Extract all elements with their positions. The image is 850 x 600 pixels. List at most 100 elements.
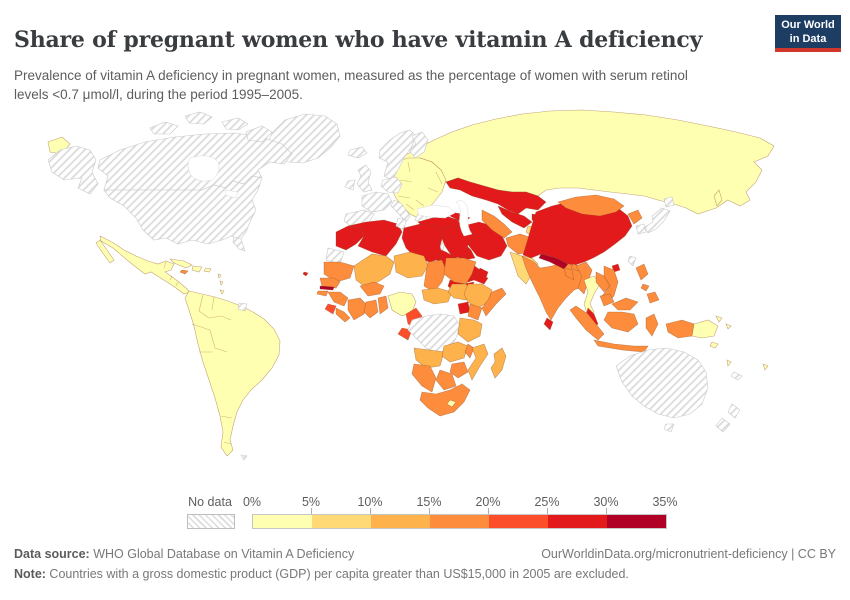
country-laos[interactable]: [595, 271, 611, 293]
country-france[interactable]: [361, 191, 393, 213]
country-malaysia-borneo[interactable]: [611, 297, 639, 311]
country-turkmenistan[interactable]: [481, 209, 513, 239]
country-japan-hokkaido[interactable]: [663, 196, 675, 208]
country-australia[interactable]: [615, 347, 709, 419]
country-north-korea[interactable]: [627, 209, 643, 225]
country-uganda[interactable]: [457, 301, 471, 315]
country-nigeria[interactable]: [387, 291, 417, 317]
country-myanmar[interactable]: [575, 261, 593, 295]
country-namibia[interactable]: [411, 363, 437, 393]
legend-bin-25-30%[interactable]: [548, 515, 607, 528]
country-senegal[interactable]: [319, 277, 341, 289]
country-sierra-leone[interactable]: [324, 303, 337, 315]
country-zimbabwe[interactable]: [449, 361, 469, 379]
country-japan[interactable]: [644, 207, 671, 234]
country-cambodia[interactable]: [599, 293, 615, 307]
country-canada-baffin[interactable]: [245, 125, 273, 143]
country-indonesia-kalimantan[interactable]: [603, 311, 639, 333]
country-botswana[interactable]: [435, 369, 457, 391]
country-somalia[interactable]: [481, 287, 507, 317]
internal-borders-eastern-europe: [397, 161, 443, 211]
country-norway-sweden[interactable]: [378, 129, 417, 181]
country-mongolia[interactable]: [557, 194, 625, 217]
country-gambia[interactable]: [319, 285, 335, 291]
country-png-islands[interactable]: [715, 315, 732, 330]
country-zambia[interactable]: [441, 341, 469, 363]
country-new-caledonia[interactable]: [730, 371, 743, 381]
country-taiwan[interactable]: [627, 255, 637, 267]
country-niger[interactable]: [393, 251, 429, 279]
country-usa-alaska[interactable]: [47, 145, 99, 195]
country-italy[interactable]: [390, 199, 411, 223]
country-ireland[interactable]: [344, 179, 356, 191]
country-malawi[interactable]: [464, 343, 475, 359]
country-jamaica[interactable]: [179, 269, 189, 275]
legend-bin-10-15%[interactable]: [371, 515, 430, 528]
legend-bin-5-10%[interactable]: [312, 515, 371, 528]
country-lesser-antilles[interactable]: [203, 267, 225, 295]
country-indonesia-sulawesi[interactable]: [645, 313, 659, 337]
country-ethiopia[interactable]: [463, 283, 493, 309]
country-indonesia-java[interactable]: [593, 339, 649, 353]
legend-bin-20-25%[interactable]: [489, 515, 548, 528]
country-eritrea[interactable]: [473, 273, 489, 285]
country-cuba[interactable]: [169, 258, 193, 269]
country-south-korea[interactable]: [635, 223, 647, 235]
country-mozambique[interactable]: [467, 343, 489, 381]
country-uk[interactable]: [356, 164, 373, 193]
country-indonesia-papua[interactable]: [665, 319, 695, 339]
country-papua-new-guinea[interactable]: [691, 319, 719, 339]
country-finland[interactable]: [408, 131, 429, 159]
country-pacific-islands[interactable]: [709, 341, 769, 371]
country-burkina-faso[interactable]: [359, 281, 385, 297]
country-hispaniola[interactable]: [191, 265, 203, 273]
country-angola[interactable]: [413, 347, 445, 369]
country-usa[interactable]: [103, 175, 263, 245]
country-canada-arctic-3[interactable]: [221, 117, 249, 131]
country-central-europe[interactable]: [380, 176, 403, 194]
country-mexico-baja[interactable]: [95, 239, 115, 264]
country-guinea-bissau[interactable]: [316, 290, 329, 297]
country-canada-arctic-2[interactable]: [184, 111, 213, 125]
country-usa-florida[interactable]: [232, 236, 246, 252]
legend-bin-30-35%[interactable]: [607, 515, 666, 528]
legend-bin-0-5%[interactable]: [253, 515, 312, 528]
country-bangladesh[interactable]: [563, 267, 575, 281]
country-new-zealand[interactable]: [715, 403, 741, 433]
country-mexico-central-america[interactable]: [99, 235, 191, 295]
country-mali[interactable]: [353, 253, 395, 287]
country-algeria[interactable]: [347, 219, 403, 257]
country-south-africa[interactable]: [419, 383, 471, 417]
country-chad[interactable]: [423, 259, 447, 293]
country-central-african-republic[interactable]: [421, 287, 453, 305]
owid-logo[interactable]: Our World in Data: [775, 15, 841, 52]
country-suriname[interactable]: [237, 302, 248, 312]
country-guinea[interactable]: [327, 291, 349, 307]
country-tanzania[interactable]: [457, 317, 483, 343]
country-cape-verde[interactable]: [302, 271, 309, 277]
country-lesotho[interactable]: [446, 399, 457, 408]
country-uzbekistan[interactable]: [497, 205, 533, 229]
internal-borders-south-america: [191, 294, 233, 445]
country-mauritania[interactable]: [323, 261, 355, 283]
country-philippines[interactable]: [635, 263, 660, 304]
country-indonesia-sumatra[interactable]: [569, 305, 605, 341]
country-canada-arctic-1[interactable]: [149, 121, 179, 135]
country-liberia[interactable]: [335, 307, 351, 323]
country-sudan[interactable]: [443, 257, 477, 285]
legend-no-data-swatch[interactable]: [187, 514, 235, 529]
country-russia-sakhalin[interactable]: [713, 189, 723, 207]
country-south-america[interactable]: [184, 290, 281, 457]
country-madagascar[interactable]: [490, 347, 507, 379]
country-iceland[interactable]: [347, 146, 368, 159]
country-kenya[interactable]: [467, 303, 483, 321]
country-ghana[interactable]: [363, 299, 379, 319]
country-falklands[interactable]: [240, 454, 248, 461]
country-togo-benin[interactable]: [377, 295, 389, 315]
country-kazakhstan[interactable]: [445, 177, 547, 215]
country-western-sahara[interactable]: [325, 247, 345, 265]
country-australia-tasmania[interactable]: [663, 423, 675, 433]
country-sri-lanka[interactable]: [543, 317, 554, 331]
country-cote-divoire[interactable]: [347, 297, 367, 321]
legend-bin-15-20%[interactable]: [430, 515, 489, 528]
